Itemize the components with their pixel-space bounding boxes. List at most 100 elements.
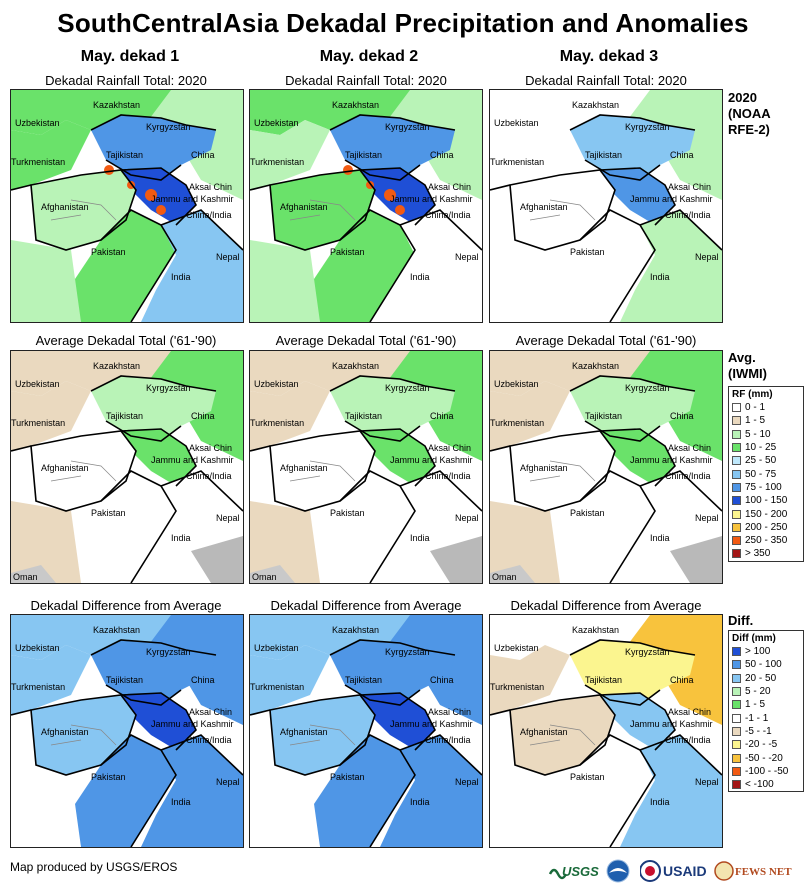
legend-swatch	[732, 740, 741, 750]
caption-total-2: Dekadal Rainfall Total: 2020	[285, 73, 447, 88]
legend-label: -100 - -50	[745, 765, 789, 777]
map-label-aksai_chin: Aksai Chin	[428, 707, 471, 717]
legend-item: > 100	[729, 645, 803, 658]
noaa-logo-icon	[606, 858, 630, 884]
page-title: SouthCentralAsia Dekadal Precipitation a…	[57, 8, 749, 38]
region-turkmen	[250, 645, 330, 715]
map-label-nepal: Nepal	[695, 513, 719, 523]
region-pakistan	[71, 471, 176, 583]
region-mountains	[330, 640, 455, 705]
province-border	[50, 199, 117, 221]
country-border	[11, 445, 32, 452]
province-border	[50, 724, 117, 746]
legend-swatch	[732, 536, 741, 546]
country-border	[105, 420, 182, 442]
legend-label: 25 - 50	[745, 455, 777, 467]
legend-swatch	[732, 753, 741, 763]
map-panel-average-2: Kazakhstan Uzbekistan Kyrgyzstan Tajikistan…	[249, 350, 483, 584]
map-label-india: India	[171, 272, 191, 282]
province-border	[529, 460, 596, 482]
region-oman	[11, 565, 56, 583]
map-panel-total-2: Kazakhstan Uzbekistan Kyrgyzstan Tajikistan…	[249, 89, 483, 323]
map-label-china_india: China/India	[186, 735, 232, 745]
legend-label: 100 - 150	[745, 495, 788, 507]
side-title-line: RFE-2)	[728, 122, 770, 137]
country-border	[269, 169, 376, 251]
country-border	[344, 159, 421, 181]
region-pakistan	[310, 735, 415, 847]
map-label-aksai_chin: Aksai Chin	[668, 182, 711, 192]
map-credit: Map produced by USGS/EROS	[10, 860, 178, 874]
map-label-china_india: China/India	[665, 471, 711, 481]
legend-label: 1 - 5	[745, 415, 766, 427]
map-label-pakistan: Pakistan	[91, 508, 126, 518]
legend-swatch	[732, 456, 741, 466]
country-border	[11, 184, 32, 191]
region-southwest	[11, 501, 81, 583]
svg-text:FEWS NET: FEWS NET	[735, 866, 792, 878]
country-border	[160, 470, 243, 512]
map-label-pakistan: Pakistan	[570, 508, 605, 518]
map-label-pakistan: Pakistan	[330, 508, 365, 518]
legend-swatch	[732, 726, 741, 736]
country-border	[490, 184, 511, 191]
map-label-uzbekistan: Uzbekistan	[15, 118, 60, 128]
heavy-rain-spot	[395, 205, 405, 215]
region-kashmir	[600, 168, 675, 225]
legend-item: 5 - 20	[729, 685, 803, 698]
map-label-uzbekistan: Uzbekistan	[494, 379, 539, 389]
map-panel-diff-1: Kazakhstan Uzbekistan Kyrgyzstan Tajikistan…	[10, 614, 244, 848]
country-border	[90, 114, 217, 131]
legend-label: 20 - 50	[745, 672, 777, 684]
region-india	[620, 210, 722, 322]
map-label-china_india: China/India	[665, 735, 711, 745]
map-label-china: China	[670, 675, 694, 685]
country-border	[584, 420, 661, 442]
map-label-tajikistan: Tajikistan	[585, 150, 622, 160]
region-pakistan	[310, 471, 415, 583]
region-pakistan	[310, 210, 415, 322]
map-label-nepal: Nepal	[455, 777, 479, 787]
map-label-china_india: China/India	[425, 210, 471, 220]
legend-label: 10 - 25	[745, 442, 777, 454]
rainfall-legend-header: RF (mm)	[732, 389, 773, 400]
region-oman	[490, 565, 535, 583]
heavy-rain-spot	[104, 165, 114, 175]
region-kashmir	[600, 693, 675, 750]
region-afghan	[31, 695, 136, 775]
side-title-diff: Diff.	[728, 613, 753, 629]
map-label-pakistan: Pakistan	[330, 772, 365, 782]
region-kashmir	[360, 168, 435, 225]
legend-label: 1 - 5	[745, 699, 766, 711]
region-turkmen	[490, 381, 570, 451]
legend-item: 1 - 5	[729, 698, 803, 711]
country-border	[579, 209, 656, 322]
country-border	[599, 692, 676, 751]
map-label-china_india: China/India	[425, 471, 471, 481]
map-label-pakistan: Pakistan	[91, 247, 126, 257]
legend-swatch	[732, 509, 741, 519]
usgs-logo: USGS	[548, 858, 600, 884]
region-mountains	[570, 115, 695, 180]
legend-item: < -100	[729, 778, 803, 791]
map-label-china_india: China/India	[186, 210, 232, 220]
region-turkmen	[250, 381, 330, 451]
map-label-uzbekistan: Uzbekistan	[254, 379, 299, 389]
map-label-afghanistan: Afghanistan	[280, 463, 328, 473]
country-border	[160, 734, 243, 776]
region-kashmir	[121, 693, 196, 750]
map-label-aksai_chin: Aksai Chin	[668, 443, 711, 453]
legend-label: 50 - 100	[745, 659, 782, 671]
country-border	[490, 445, 511, 452]
region-india	[380, 210, 482, 322]
region-pakistan	[71, 735, 176, 847]
map-label-turkmenistan: Turkmenistan	[250, 157, 304, 167]
country-border	[11, 709, 32, 716]
legend-label: 75 - 100	[745, 481, 782, 493]
map-label-afghanistan: Afghanistan	[41, 727, 89, 737]
region-mountains	[91, 640, 216, 705]
country-border	[90, 639, 217, 656]
map-label-oman: Oman	[13, 572, 38, 582]
country-border	[105, 684, 182, 706]
legend-item: 250 - 350	[729, 534, 803, 547]
